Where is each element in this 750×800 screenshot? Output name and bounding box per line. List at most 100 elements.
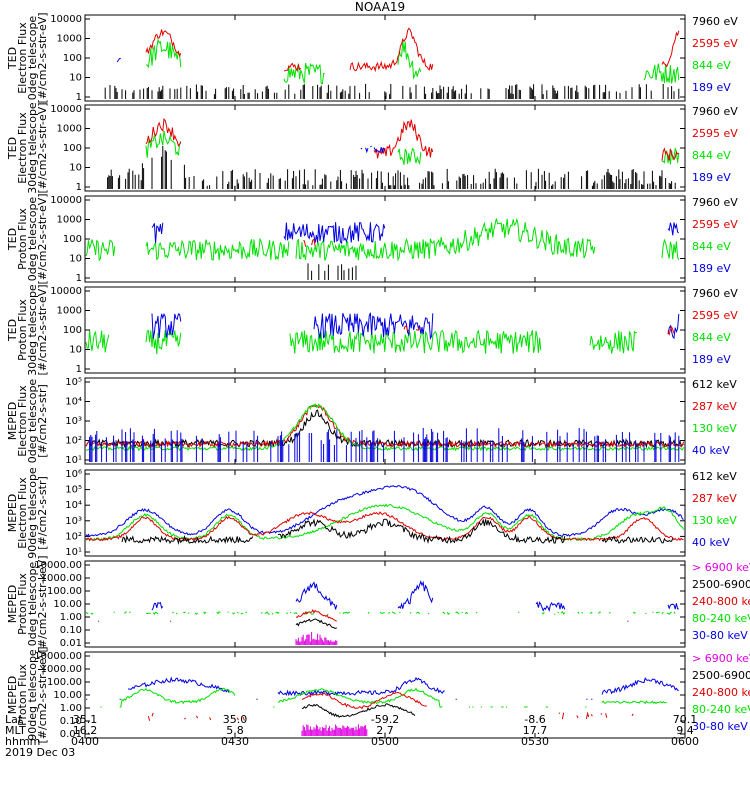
ytick-label: 10² bbox=[65, 531, 82, 542]
legend-entry: 130 keV bbox=[692, 422, 737, 435]
series-black bbox=[121, 518, 674, 546]
ytick-label: 10000.00 bbox=[34, 651, 82, 662]
series-red bbox=[404, 326, 679, 334]
ylabel-line: Electron Flux bbox=[16, 477, 29, 549]
legend-entry: 844 eV bbox=[692, 331, 731, 344]
xtick-mlt: 2.7 bbox=[376, 724, 394, 737]
ytick-label: 1000 bbox=[57, 306, 82, 317]
ylabel-line: Proton Flux bbox=[16, 208, 29, 270]
mlt-row-label: MLT bbox=[5, 724, 26, 737]
legend-entry: 844 eV bbox=[692, 149, 731, 162]
ytick-label: 1 bbox=[76, 364, 82, 375]
ylabel-line: 30deg telescope bbox=[26, 102, 39, 194]
figure-title: NOAA19 bbox=[355, 0, 405, 14]
ylabel-line: [#/cm2-s-str-keV] bbox=[36, 555, 49, 652]
hhmm-row-label: hhmm bbox=[5, 735, 40, 748]
legend-entry: 130 keV bbox=[692, 514, 737, 527]
series-blue bbox=[151, 222, 679, 245]
ytick-label: 10.00 bbox=[53, 599, 82, 610]
ylabel-line: TED bbox=[6, 228, 19, 251]
xtick-hhmm: 0530 bbox=[521, 735, 549, 748]
ylabel-line: TED bbox=[6, 137, 19, 160]
xtick-hhmm: 0600 bbox=[671, 735, 699, 748]
legend-entry: 240-800 keV bbox=[692, 595, 750, 608]
xtick-mlt: 16.2 bbox=[73, 724, 98, 737]
ytick-label: 10 bbox=[69, 254, 82, 265]
legend-entry: 2500-6900 bbox=[692, 578, 750, 591]
ylabel-line: Proton Flux bbox=[16, 299, 29, 361]
series-blue bbox=[361, 146, 648, 152]
legend-entry: 189 eV bbox=[692, 262, 731, 275]
legend-entry: 844 eV bbox=[692, 59, 731, 72]
ytick-label: 10000 bbox=[50, 104, 82, 115]
ylabel-line: [#/cm2-s-str-eV] bbox=[36, 12, 49, 103]
series-green bbox=[85, 328, 638, 355]
xtick-lat: -59.2 bbox=[371, 713, 399, 726]
xtick-lat: -8.6 bbox=[524, 713, 545, 726]
legend-entry: 2595 eV bbox=[692, 127, 738, 140]
legend-entry: 2595 eV bbox=[692, 218, 738, 231]
ytick-label: 10² bbox=[65, 436, 82, 447]
series-red bbox=[98, 610, 679, 621]
ytick-label: 10.00 bbox=[53, 690, 82, 701]
plot-frame bbox=[84, 286, 686, 374]
ytick-label: 1.00 bbox=[60, 612, 82, 623]
ytick-label: 10⁴ bbox=[65, 500, 82, 511]
xtick-mlt: 9.4 bbox=[676, 724, 694, 737]
ytick-label: 10⁵ bbox=[65, 377, 82, 388]
legend-entry: 7960 eV bbox=[692, 287, 738, 300]
legend-entry: 240-800 keV bbox=[692, 686, 750, 699]
plot-frame bbox=[84, 560, 686, 648]
ytick-label: 0.10 bbox=[60, 625, 82, 636]
legend-entry: 80-240 keV bbox=[692, 612, 750, 625]
ytick-label: 0.01 bbox=[60, 638, 82, 649]
series-green bbox=[145, 130, 680, 165]
ytick-label: 1 bbox=[76, 92, 82, 103]
xtick-mlt: 17.7 bbox=[523, 724, 548, 737]
ylabel-line: Electron Flux bbox=[16, 112, 29, 184]
series-blue bbox=[86, 678, 684, 699]
ytick-label: 10¹ bbox=[65, 455, 82, 466]
ytick-label: 10³ bbox=[65, 416, 82, 427]
legend-entry: 287 keV bbox=[692, 492, 737, 505]
legend-entry: > 6900 keV bbox=[692, 561, 750, 574]
ytick-label: 1000 bbox=[57, 124, 82, 135]
series-red bbox=[145, 27, 680, 73]
ytick-label: 0.01 bbox=[60, 729, 82, 740]
series-blue bbox=[85, 485, 684, 538]
legend-entry: 40 keV bbox=[692, 536, 730, 549]
ytick-label: 100 bbox=[63, 143, 82, 154]
series-black bbox=[85, 409, 684, 449]
legend-entry: 40 keV bbox=[692, 444, 730, 457]
series-blue bbox=[89, 427, 680, 462]
lat-row-label: Lat bbox=[5, 713, 23, 726]
ytick-label: 10 bbox=[69, 73, 82, 84]
series-red bbox=[85, 404, 685, 449]
series-magenta bbox=[295, 632, 338, 645]
ylabel-line: 0deg telescope bbox=[26, 379, 39, 464]
ylabel-line: [#/cm2-s-str-eV] bbox=[36, 102, 49, 193]
series-black bbox=[307, 263, 357, 280]
legend-entry: 2595 eV bbox=[692, 309, 738, 322]
legend-entry: 2500-6900 bbox=[692, 669, 750, 682]
ylabel-line: TED bbox=[6, 47, 19, 70]
ylabel-line: [#/cm2-s-str-eV] bbox=[36, 284, 49, 375]
legend-entry: 30-80 keV bbox=[692, 720, 748, 733]
ytick-label: 100 bbox=[63, 53, 82, 64]
ytick-label: 1000 bbox=[57, 215, 82, 226]
series-green bbox=[85, 503, 685, 542]
xtick-hhmm: 0430 bbox=[221, 735, 249, 748]
xtick-lat: 70.1 bbox=[673, 713, 698, 726]
series-green bbox=[85, 217, 680, 262]
ylabel-line: MEPED bbox=[6, 585, 19, 624]
ylabel-line: [#/cm2-s-str] bbox=[36, 476, 49, 550]
footer-date: 2019 Dec 03 bbox=[5, 746, 75, 759]
ylabel-line: Electron Flux bbox=[16, 22, 29, 94]
ylabel-line: Proton Flux bbox=[16, 573, 29, 635]
legend-entry: > 6900 keV bbox=[692, 652, 750, 665]
